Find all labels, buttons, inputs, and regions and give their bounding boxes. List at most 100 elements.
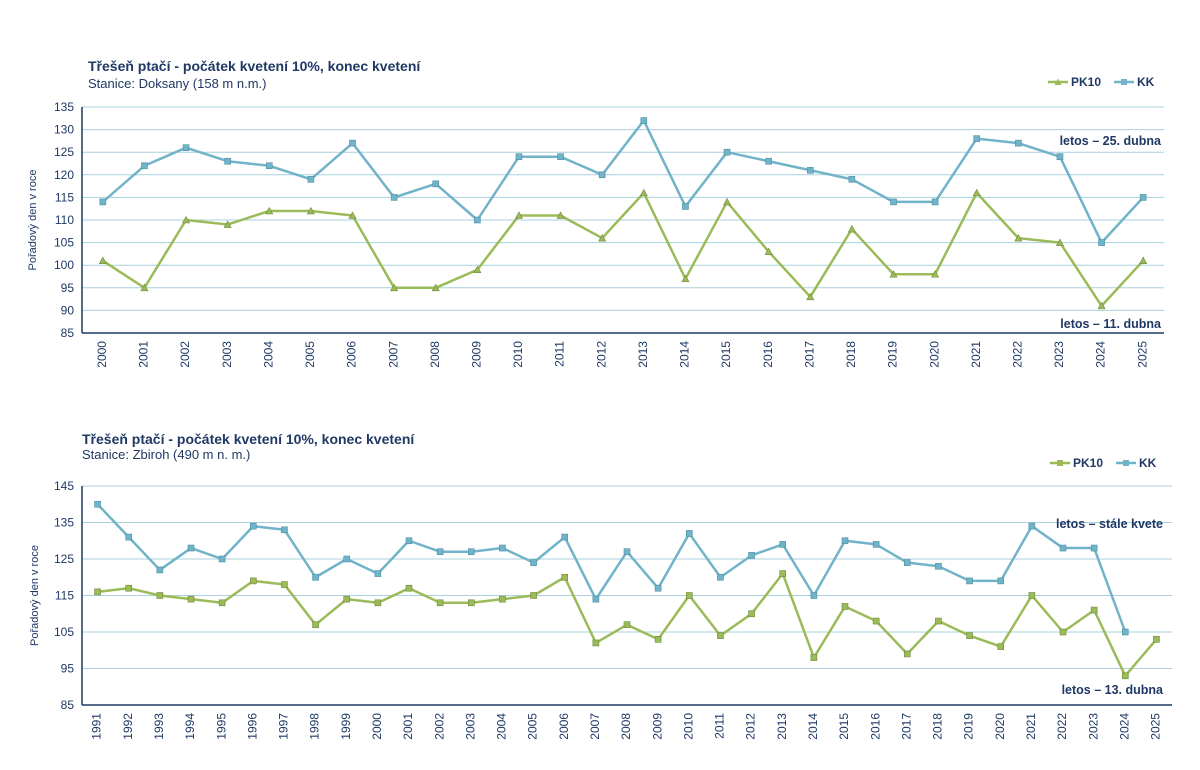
data-point-pk10 bbox=[514, 211, 523, 219]
x-tick-label: 2011 bbox=[713, 713, 727, 739]
data-point-pk10 bbox=[249, 577, 257, 585]
x-tick-label: 2023 bbox=[1052, 341, 1066, 368]
data-point-kk bbox=[654, 584, 662, 592]
data-point-pk10 bbox=[98, 256, 107, 264]
data-point-pk10 bbox=[685, 592, 693, 599]
y-tick-label: 110 bbox=[55, 213, 74, 227]
data-point-pk10 bbox=[156, 592, 164, 599]
data-point-kk bbox=[141, 162, 148, 170]
x-tick-label: 2000 bbox=[370, 713, 384, 740]
data-point-pk10 bbox=[806, 292, 815, 301]
data-point-pk10 bbox=[473, 265, 482, 274]
data-point-kk bbox=[1059, 544, 1067, 552]
x-tick-label: 2004 bbox=[261, 341, 275, 368]
x-tick-label: 2012 bbox=[744, 713, 758, 740]
annotation-label: letos – 11. dubna bbox=[1060, 317, 1162, 331]
x-tick-label: 2009 bbox=[470, 341, 484, 368]
data-point-pk10 bbox=[467, 599, 475, 607]
y-axis-label: Pořadový den v roce bbox=[29, 545, 41, 646]
x-tick-label: 2011 bbox=[553, 341, 567, 367]
data-point-kk bbox=[779, 541, 787, 548]
data-point-kk bbox=[405, 537, 413, 545]
data-point-pk10 bbox=[223, 220, 232, 228]
series-line-kk bbox=[101, 119, 1145, 244]
data-point-pk10 bbox=[779, 570, 787, 577]
x-tick-label: 2015 bbox=[719, 341, 733, 368]
data-point-pk10 bbox=[374, 599, 382, 607]
data-point-pk10 bbox=[530, 592, 537, 599]
x-tick-label: 2007 bbox=[588, 713, 602, 740]
data-point-pk10 bbox=[431, 283, 440, 292]
data-point-pk10 bbox=[841, 603, 849, 610]
data-point-kk bbox=[156, 566, 164, 574]
data-point-pk10 bbox=[94, 588, 101, 596]
data-point-kk bbox=[640, 117, 648, 124]
x-tick-label: 2002 bbox=[178, 341, 192, 368]
data-point-kk bbox=[685, 530, 693, 537]
x-tick-label: 2022 bbox=[1011, 341, 1025, 368]
x-tick-label: 2003 bbox=[463, 713, 477, 740]
y-tick-label: 90 bbox=[61, 303, 75, 317]
x-tick-label: 2014 bbox=[806, 713, 820, 740]
data-point-pk10 bbox=[561, 573, 569, 581]
data-point-kk bbox=[557, 153, 564, 161]
y-tick-label: 95 bbox=[61, 662, 75, 676]
data-point-kk bbox=[390, 194, 398, 201]
data-point-kk bbox=[224, 157, 231, 165]
y-tick-label: 100 bbox=[54, 258, 74, 272]
y-tick-label: 115 bbox=[55, 190, 74, 204]
data-point-pk10 bbox=[966, 632, 973, 639]
data-point-pk10 bbox=[889, 270, 898, 278]
data-point-pk10 bbox=[935, 617, 942, 625]
x-tick-label: 1998 bbox=[308, 713, 322, 740]
x-tick-label: 2010 bbox=[511, 341, 525, 368]
data-point-kk bbox=[931, 198, 939, 206]
data-point-pk10 bbox=[903, 650, 911, 658]
series-line-kk bbox=[96, 503, 1127, 633]
data-point-pk10 bbox=[1121, 672, 1129, 680]
series-line-pk10 bbox=[102, 191, 1145, 308]
chart-zbiroh: Třešeň ptačí - počátek kvetení 10%, kone… bbox=[0, 385, 1200, 770]
data-point-pk10 bbox=[343, 595, 351, 603]
data-point-kk bbox=[374, 570, 382, 577]
legend-marker-pk10 bbox=[1057, 460, 1063, 466]
data-point-pk10 bbox=[847, 224, 856, 233]
data-point-kk bbox=[530, 559, 537, 566]
x-tick-label: 2025 bbox=[1149, 713, 1163, 740]
x-tick-label: 2006 bbox=[557, 713, 571, 740]
x-tick-label: 2016 bbox=[868, 713, 882, 740]
data-point-kk bbox=[748, 552, 755, 559]
data-point-pk10 bbox=[623, 621, 631, 628]
x-tick-label: 2021 bbox=[969, 341, 983, 368]
data-point-kk bbox=[561, 533, 569, 541]
data-point-kk bbox=[1090, 544, 1098, 552]
data-point-kk bbox=[1056, 153, 1064, 161]
data-point-kk bbox=[841, 537, 849, 545]
data-point-kk bbox=[436, 548, 444, 555]
y-tick-label: 130 bbox=[54, 123, 74, 137]
x-tick-label: 2017 bbox=[802, 341, 816, 368]
data-point-pk10 bbox=[281, 581, 288, 588]
data-point-pk10 bbox=[654, 636, 662, 643]
data-point-pk10 bbox=[140, 283, 149, 292]
chart-title: Třešeň ptačí - počátek kvetení 10%, kone… bbox=[88, 58, 421, 74]
data-point-pk10 bbox=[997, 643, 1005, 650]
data-point-kk bbox=[94, 500, 101, 508]
x-tick-label: 1991 bbox=[90, 713, 104, 740]
data-point-kk bbox=[349, 139, 356, 147]
x-tick-label: 2001 bbox=[137, 341, 151, 368]
x-tick-label: 2020 bbox=[993, 713, 1007, 740]
legend-label-kk: KK bbox=[1139, 456, 1157, 470]
data-point-kk bbox=[717, 573, 724, 581]
data-point-kk bbox=[973, 135, 981, 142]
data-point-kk bbox=[187, 544, 195, 552]
legend-marker-kk bbox=[1123, 460, 1129, 466]
x-tick-label: 2001 bbox=[401, 713, 415, 740]
data-point-kk bbox=[997, 577, 1005, 585]
data-point-kk bbox=[872, 541, 880, 548]
x-tick-label: 2022 bbox=[1055, 713, 1069, 740]
y-tick-label: 105 bbox=[54, 625, 74, 639]
data-point-kk bbox=[125, 533, 133, 541]
data-point-pk10 bbox=[872, 617, 880, 625]
chart-title: Třešeň ptačí - počátek kvetení 10%, kone… bbox=[82, 431, 415, 447]
